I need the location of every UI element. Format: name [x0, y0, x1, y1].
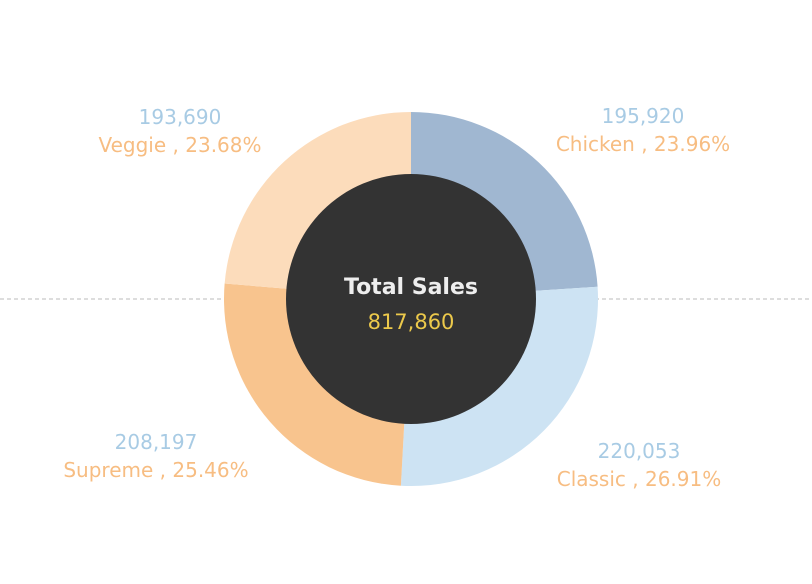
- category-label-chicken: Chicken , 23.96%: [556, 132, 730, 156]
- donut-center-hole: [286, 174, 536, 424]
- category-label-supreme: Supreme , 25.46%: [63, 458, 248, 482]
- category-label-classic: Classic , 26.91%: [557, 467, 722, 491]
- value-label-chicken: 195,920: [602, 104, 685, 128]
- center-title: Total Sales: [344, 275, 478, 300]
- center-total-value: 817,860: [368, 310, 455, 334]
- value-label-veggie: 193,690: [139, 105, 222, 129]
- value-label-supreme: 208,197: [115, 430, 198, 454]
- slice-labels: 195,920 Chicken , 23.96% 220,053 Classic , …: [63, 104, 730, 491]
- value-label-classic: 220,053: [598, 439, 681, 463]
- category-label-veggie: Veggie , 23.68%: [98, 133, 261, 157]
